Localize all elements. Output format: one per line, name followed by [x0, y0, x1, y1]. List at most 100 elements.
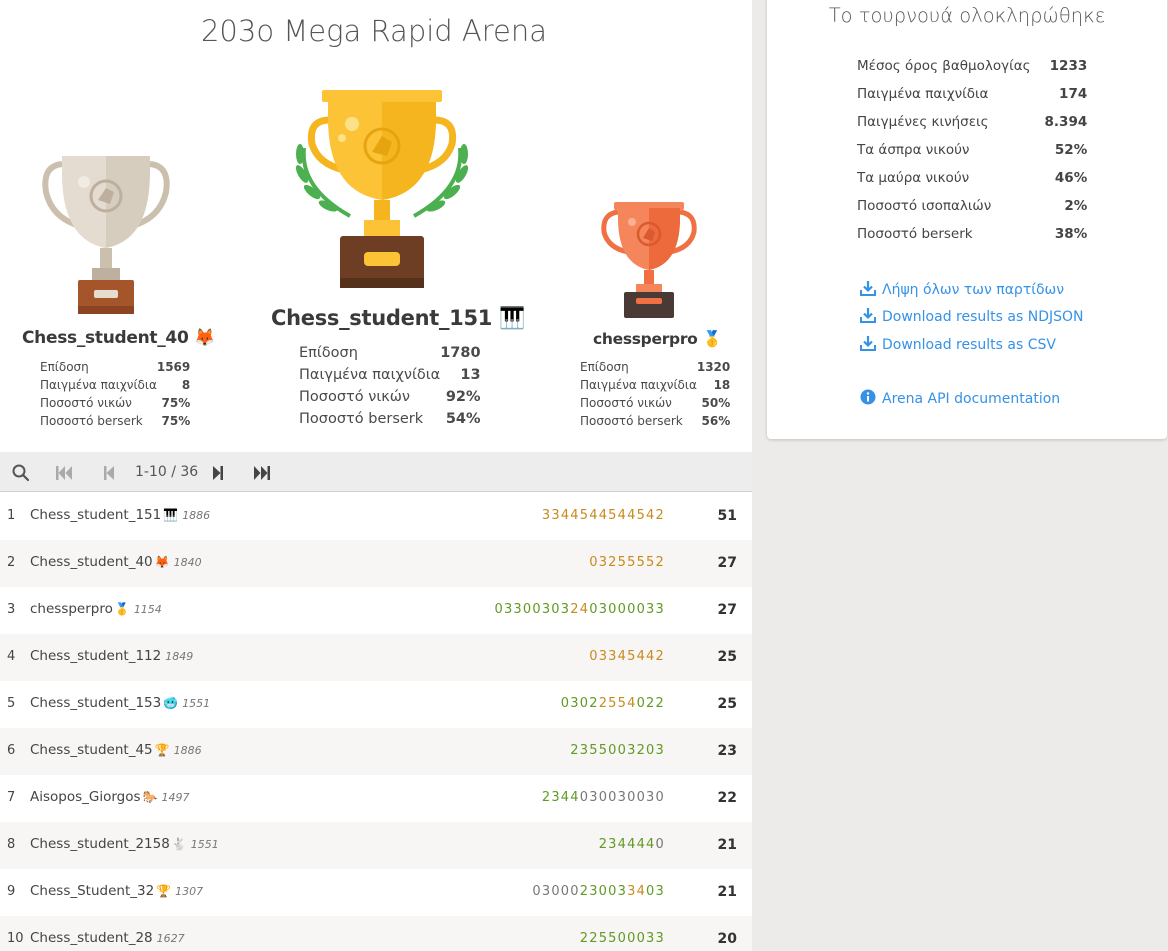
- player[interactable]: Chess_student_45 🏆 1886: [30, 742, 202, 758]
- player-name[interactable]: chessperpro: [30, 601, 113, 617]
- api-docs-link[interactable]: Arena API documentation: [860, 389, 1060, 407]
- player[interactable]: Chess_student_151 🎹 1886: [30, 507, 210, 523]
- first-player-name[interactable]: Chess_student_151 🎹: [271, 306, 525, 330]
- score-sheet-segment: 03300303: [494, 602, 571, 617]
- player-rating: 1497: [161, 791, 190, 804]
- standings-row[interactable]: 9 Chess_Student_32 🏆 1307 03000230033403 21: [0, 869, 752, 916]
- total-score: 27: [717, 602, 737, 618]
- standings-row[interactable]: 7 Aisopos_Giorgos 🐎 1497 2344030030030 22: [0, 775, 752, 822]
- player[interactable]: Chess_student_2158 🐇 1551: [30, 836, 219, 852]
- player-name[interactable]: Chess_student_45: [30, 742, 153, 758]
- score-sheet-segment: 03: [646, 884, 665, 899]
- player-rating: 1627: [156, 932, 185, 945]
- third-player-stats: Επίδοση 1320 Παιγμένα παιχνίδια 18 Ποσοστό…: [580, 360, 731, 428]
- total-score: 23: [717, 743, 737, 759]
- player-name[interactable]: Chess_student_112: [30, 648, 162, 664]
- last-page-icon[interactable]: [252, 463, 272, 483]
- third-player-name[interactable]: chessperpro 🥇: [593, 330, 722, 348]
- rank: 1: [7, 508, 16, 523]
- tournament-title: 203ο Mega Rapid Arena: [200, 14, 548, 48]
- player-flair: 🏆: [156, 884, 172, 898]
- player-rating: 1886: [182, 509, 211, 522]
- total-score: 25: [717, 696, 737, 712]
- next-page-icon[interactable]: [207, 463, 227, 483]
- bronze-trophy-icon: [601, 202, 697, 318]
- score-sheet: 03345442: [589, 649, 665, 664]
- score-sheet-segment: 030030030: [579, 790, 665, 805]
- player-name[interactable]: Aisopos_Giorgos: [30, 789, 141, 805]
- summary-title: Το τουρνουά ολοκληρώθηκε: [828, 4, 1106, 27]
- player-name[interactable]: Chess_student_28: [30, 930, 153, 946]
- player[interactable]: Chess_student_153 🥶 1551: [30, 695, 210, 711]
- player-flair: 🐇: [171, 837, 187, 851]
- score-sheet-segment: 03000033: [589, 602, 665, 617]
- score-sheet-segment: 03255552: [589, 555, 665, 570]
- download-ndjson-link[interactable]: Download results as NDJSON: [860, 307, 1083, 325]
- silver-trophy-icon: [42, 156, 170, 314]
- standings-row[interactable]: 6 Chess_student_45 🏆 1886 2355003203 23: [0, 728, 752, 775]
- player-flair: 🏆: [154, 743, 170, 757]
- standings-row[interactable]: 1 Chess_student_151 🎹 1886 3344544544542 51: [0, 493, 752, 540]
- score-sheet-segment: 022: [636, 696, 665, 711]
- score-sheet: 03022554022: [561, 696, 665, 711]
- player[interactable]: Chess_student_40 🦊 1840: [30, 554, 202, 570]
- score-sheet: 3344544544542: [542, 508, 665, 523]
- download-icon: [860, 281, 876, 296]
- info-icon: [860, 389, 876, 405]
- total-score: 21: [717, 837, 737, 853]
- standings-row[interactable]: 3 chessperpro 🥇 1154 033003032403000033 27: [0, 587, 752, 634]
- download-csv-link[interactable]: Download results as CSV: [860, 335, 1056, 353]
- score-sheet-segment: 23003: [579, 884, 628, 899]
- score-sheet-segment: 03000: [532, 884, 580, 899]
- summary-stats: Μέσος όρος βαθμολογίας 1233 Παιγμένα παιχ…: [857, 58, 1088, 242]
- player-name[interactable]: Chess_student_153: [30, 695, 162, 711]
- total-score: 20: [717, 931, 737, 947]
- score-sheet-segment: 2344: [541, 790, 580, 805]
- second-player-stats: Επίδοση 1569 Παιγμένα παιχνίδια 8 Ποσοστό …: [40, 360, 191, 428]
- download-icon: [860, 336, 876, 351]
- standings-row[interactable]: 10 Chess_student_28 1627 225500033 20: [0, 916, 752, 951]
- player[interactable]: Chess_student_112 1849: [30, 648, 193, 664]
- score-sheet-segment: 03345442: [589, 649, 665, 664]
- player-flair: 🐎: [142, 790, 158, 804]
- main-panel: 203ο Mega Rapid Arena Chess_student_40 🦊…: [0, 0, 752, 951]
- standings-row[interactable]: 8 Chess_student_2158 🐇 1551 2344440 21: [0, 822, 752, 869]
- pager-bar: 1-10 / 36: [0, 452, 752, 492]
- player-flair: 🦊: [154, 555, 170, 569]
- score-sheet-segment: 2355003203: [570, 743, 665, 758]
- rank: 4: [7, 649, 16, 664]
- score-sheet: 225500033: [580, 931, 665, 946]
- prev-page-icon[interactable]: [100, 463, 120, 483]
- player[interactable]: Chess_Student_32 🏆 1307: [30, 883, 203, 899]
- total-score: 51: [717, 508, 737, 524]
- player-name[interactable]: Chess_Student_32: [30, 883, 155, 899]
- score-sheet-segment: 3344544544542: [541, 508, 665, 523]
- second-player-name[interactable]: Chess_student_40 🦊: [22, 328, 215, 348]
- player-name[interactable]: Chess_student_151: [30, 507, 162, 523]
- player-name[interactable]: Chess_student_2158: [30, 836, 170, 852]
- score-sheet-segment: 34: [627, 884, 647, 899]
- rank: 6: [7, 743, 16, 758]
- download-icon: [860, 308, 876, 323]
- score-sheet-segment: 24: [570, 602, 590, 617]
- first-player-stats: Επίδοση 1780 Παιγμένα παιχνίδια 13 Ποσοστό…: [299, 345, 481, 427]
- search-icon[interactable]: [11, 463, 31, 483]
- player-flair: 🥇: [114, 602, 130, 616]
- player[interactable]: Chess_student_28 1627: [30, 930, 185, 946]
- score-sheet: 2344440: [599, 837, 665, 852]
- tournament-summary: Το τουρνουά ολοκληρώθηκε Μέσος όρος βαθμ…: [767, 0, 1167, 439]
- player[interactable]: Aisopos_Giorgos 🐎 1497: [30, 789, 190, 805]
- standings-table: 1 Chess_student_151 🎹 1886 3344544544542 51 2 C…: [0, 493, 752, 951]
- player-flair: 🦊: [194, 328, 215, 348]
- download-all-games-link[interactable]: Λήψη όλων των παρτίδων: [860, 280, 1064, 298]
- player[interactable]: chessperpro 🥇 1154: [30, 601, 162, 617]
- standings-row[interactable]: 2 Chess_student_40 🦊 1840 03255552 27: [0, 540, 752, 587]
- standings-row[interactable]: 4 Chess_student_112 1849 03345442 25: [0, 634, 752, 681]
- player-rating: 1154: [133, 603, 162, 616]
- score-sheet-segment: 0: [655, 837, 665, 852]
- score-sheet: 03255552: [589, 555, 665, 570]
- player-name[interactable]: Chess_student_40: [30, 554, 153, 570]
- first-page-icon[interactable]: [54, 463, 74, 483]
- standings-row[interactable]: 5 Chess_student_153 🥶 1551 03022554022 25: [0, 681, 752, 728]
- score-sheet: 033003032403000033: [494, 602, 665, 617]
